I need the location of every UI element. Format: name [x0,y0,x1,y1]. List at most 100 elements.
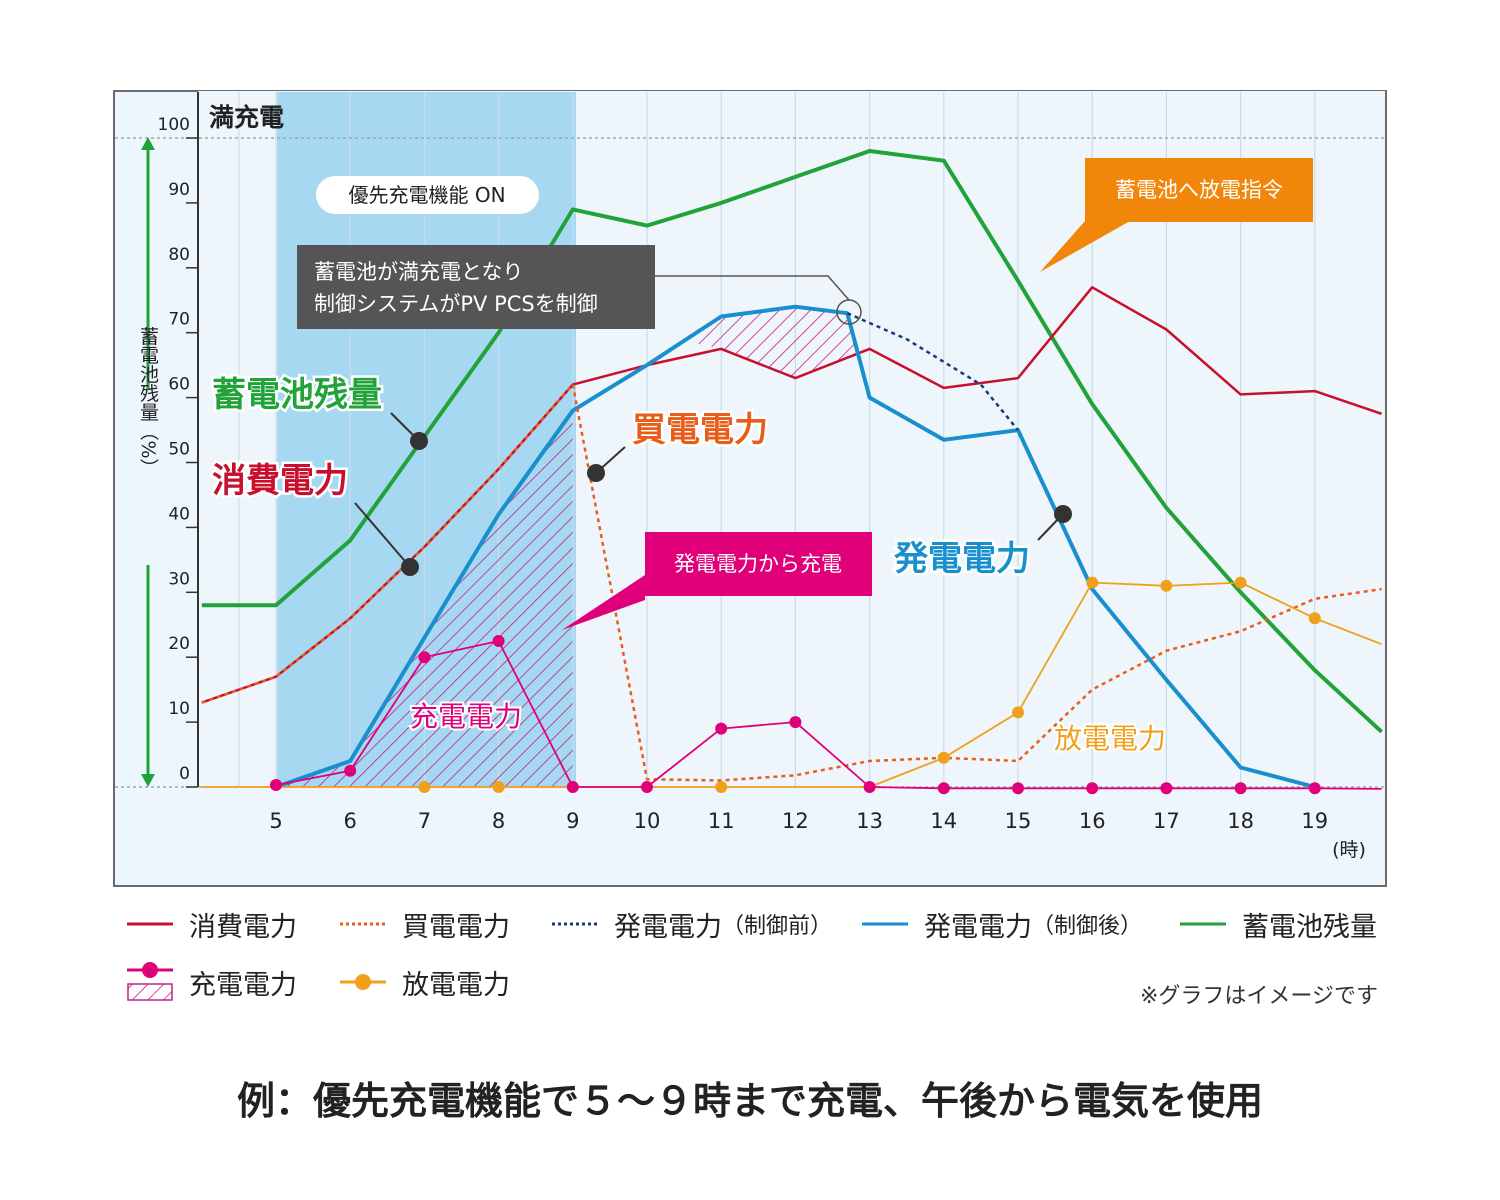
legend-generation-after-sub: （制御後） [1032,914,1143,939]
control-note-leader [655,275,850,301]
y-tick-label: 50 [168,440,190,460]
marker-discharge [418,781,431,793]
x-unit-label: (時) [1332,839,1366,861]
legend-discharge-swatch [338,967,388,997]
legend-discharge: 放電電力 [338,958,510,1006]
y-tick-label: 0 [179,764,190,784]
x-tick-label: 10 [634,809,661,833]
x-tick-label: 5 [269,809,282,833]
legend-charge-label: 充電電力 [189,969,297,1001]
label-purchased: 買電電力 [632,410,768,450]
legend: 消費電力 買電電力 発電電力 （制御前） 発電電力 （制御後） 蓄電池残量 [120,900,1390,1010]
x-tick-label: 18 [1227,809,1254,833]
y-tick-label: 80 [168,245,190,265]
marker-charge [937,782,950,795]
marker-charge [566,781,579,793]
series-line-charge [275,640,1382,790]
charge-area-noon [691,306,859,379]
series-layer [201,149,1383,795]
legend-battery-label: 蓄電池残量 [1242,911,1377,943]
marker-discharge [1012,706,1024,719]
leader-generation-dot [1054,505,1072,523]
control-note-box [297,245,655,329]
legend-consumption: 消費電力 [125,902,297,946]
marker-charge [1012,782,1024,795]
marker-discharge [715,781,728,793]
charge-from-pv-box [645,532,872,596]
marker-charge [418,651,431,664]
legend-generation-before-swatch [550,909,600,939]
legend-generation-before-label: 発電電力 [614,911,722,943]
caption: 例：優先充電機能で５～９時まで充電、午後から電気を使用 [236,1079,1263,1123]
x-tick-label: 7 [418,809,431,833]
x-tick-label: 9 [566,809,579,833]
discharge-command-pointer [1040,221,1130,272]
marker-discharge [492,781,505,793]
series-line-purchased [201,383,1382,782]
legend-discharge-label: 放電電力 [402,969,510,1001]
x-tick-label: 15 [1005,809,1032,833]
y-tick-label: 100 [158,115,190,135]
x-tick-label: 19 [1301,809,1328,833]
marker-discharge [1234,576,1247,589]
x-tick-label: 13 [856,809,883,833]
charge-from-pv-text: 発電電力から充電 [674,552,842,576]
y-arrowhead-down [141,774,155,787]
y-tick-label: 30 [168,569,190,589]
marker-charge [344,764,357,777]
marker-charge [492,634,505,647]
label-battery: 蓄電池残量 [212,375,382,415]
x-tick-label: 6 [344,809,357,833]
leader-battery-dot [410,432,428,450]
x-tick-label: 16 [1079,809,1106,833]
legend-charge-swatch [125,960,175,1004]
marker-charge [789,716,802,729]
legend-purchased: 買電電力 [338,902,510,946]
leader-consumption [354,502,411,568]
marker-charge [270,779,282,792]
x-tick-label: 14 [930,809,957,833]
x-tick-label: 12 [782,809,809,833]
marker-discharge [1308,612,1321,625]
y-tick-label: 40 [168,504,190,524]
legend-generation-after-swatch [860,909,910,939]
legend-purchased-swatch [338,909,388,939]
label-consumption: 消費電力 [212,461,348,501]
marker-charge [641,781,653,793]
legend-generation-after: 発電電力 （制御後） [860,902,1142,946]
charge-area-morning [276,410,573,787]
charge-from-pv-pointer [562,575,645,630]
full-charge-label: 満充電 [209,103,284,132]
y-tick-label: 10 [168,699,190,719]
legend-battery: 蓄電池残量 [1178,902,1377,946]
legend-generation-before-sub: （制御前） [722,914,833,939]
series-line-generation_before [846,312,1019,431]
marker-discharge [937,751,950,764]
priority-on-text: 優先充電機能 ON [348,183,505,207]
discharge-command-box [1085,158,1313,222]
y-tick-label: 90 [168,180,190,200]
x-tick-label: 8 [492,809,505,833]
control-note-line1: 蓄電池が満充電となり [314,260,523,284]
y-arrowhead-up [141,137,155,150]
label-charge: 充電電力 [410,700,522,733]
marker-charge [1086,782,1099,795]
legend-generation-before: 発電電力 （制御前） [550,902,832,946]
legend-charge: 充電電力 [125,958,297,1006]
legend-consumption-label: 消費電力 [189,911,297,943]
y-tick-label: 20 [168,634,190,654]
marker-charge [863,781,876,793]
marker-discharge [1086,576,1099,589]
leader-consumption-dot [401,558,419,576]
discharge-command-text: 蓄電池へ放電指令 [1115,178,1283,202]
legend-purchased-label: 買電電力 [402,911,510,943]
image-note: ※グラフはイメージです [1140,984,1378,1009]
priority-on-box [316,176,539,214]
series-line-generation_after [275,304,1316,789]
y-axis-label: 蓄電池残量（%） [137,326,159,477]
legend-consumption-swatch [125,909,175,939]
x-tick-label: 17 [1153,809,1180,833]
y-tick-label: 70 [168,310,190,330]
